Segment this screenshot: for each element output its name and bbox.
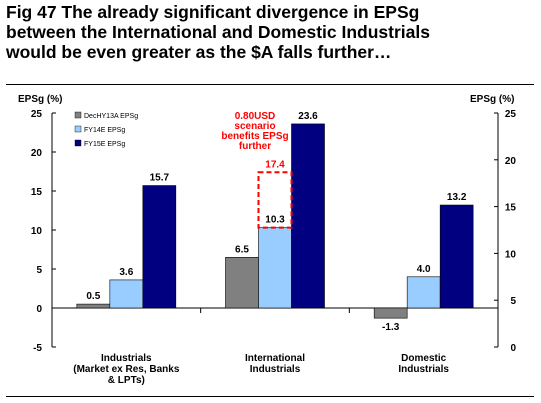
bar (406, 276, 441, 309)
legend-label: FY15E EPSg (84, 141, 125, 148)
bottom-divider (6, 396, 534, 397)
category-label: (Market ex Res, Banks (73, 364, 180, 375)
title-line-3: would be even greater as the $A falls fu… (6, 42, 392, 62)
y-right-tick-label: 20 (505, 156, 517, 167)
y-right-tick-label: 0 (510, 343, 516, 354)
y-left-tick-label: 15 (31, 187, 43, 198)
y-axis-right-title: EPSg (%) (470, 94, 514, 105)
legend-swatch (74, 139, 82, 147)
category-label: Industrials (398, 364, 449, 375)
scenario-note-line: 0.80USD (235, 111, 276, 122)
y-left-tick-label: 5 (36, 265, 42, 276)
legend-label: FY14E EPSg (84, 127, 125, 134)
bar-value-label: 6.5 (235, 244, 249, 255)
bar-value-label: 15.7 (150, 173, 170, 184)
y-left-tick-label: 0 (36, 304, 42, 315)
bar (258, 227, 292, 309)
bar (76, 303, 111, 309)
y-right-tick-label: 15 (505, 203, 517, 214)
bar-value-label: 0.5 (86, 291, 100, 302)
bar (291, 123, 325, 309)
bar (109, 279, 144, 309)
category-label: & LPTs) (108, 375, 145, 386)
chart-bars (76, 123, 474, 319)
bar-value-label: 3.6 (119, 267, 133, 278)
scenario-note-line: further (239, 141, 271, 152)
bar-value-label: 4.0 (417, 264, 431, 275)
y-right-tick-label: 25 (505, 109, 517, 120)
title-line-2: between the International and Domestic I… (6, 22, 430, 42)
category-label: Domestic (401, 353, 446, 364)
y-left-tick-label: 25 (31, 109, 43, 120)
y-axis-left-title: EPSg (%) (18, 94, 62, 105)
bar (225, 256, 259, 309)
bar-value-label: -1.3 (382, 322, 400, 333)
scenario-dashed-box (257, 171, 293, 229)
scenario-value-label: 17.4 (265, 159, 285, 170)
legend-swatch (74, 111, 82, 119)
figure-title: Fig 47 The already significant divergenc… (6, 2, 536, 62)
title-divider (6, 84, 534, 85)
chart-legend: DecHY13A EPSg FY14E EPSg FY15E EPSg (74, 111, 138, 148)
bar (142, 185, 177, 309)
title-line-1: Fig 47 The already significant divergenc… (6, 2, 420, 22)
scenario-note-line: scenario (234, 121, 275, 132)
y-left-tick-label: 20 (31, 148, 43, 159)
legend-label: DecHY13A EPSg (84, 113, 138, 120)
category-label: Industrials (101, 353, 152, 364)
category-label: International (245, 353, 305, 364)
y-left-tick-label: -5 (33, 343, 42, 354)
bar (439, 204, 474, 309)
y-right-tick-label: 10 (505, 249, 517, 260)
bar-value-label: 10.3 (265, 215, 285, 226)
legend-swatch (74, 125, 82, 133)
bar-value-label: 23.6 (298, 111, 318, 122)
bar-value-label: 13.2 (447, 192, 467, 203)
y-left-tick-label: 10 (31, 226, 43, 237)
category-label: Industrials (250, 364, 301, 375)
y-right-tick-label: 5 (510, 296, 516, 307)
scenario-note-line: benefits EPSg (221, 131, 288, 142)
bar (373, 307, 408, 319)
